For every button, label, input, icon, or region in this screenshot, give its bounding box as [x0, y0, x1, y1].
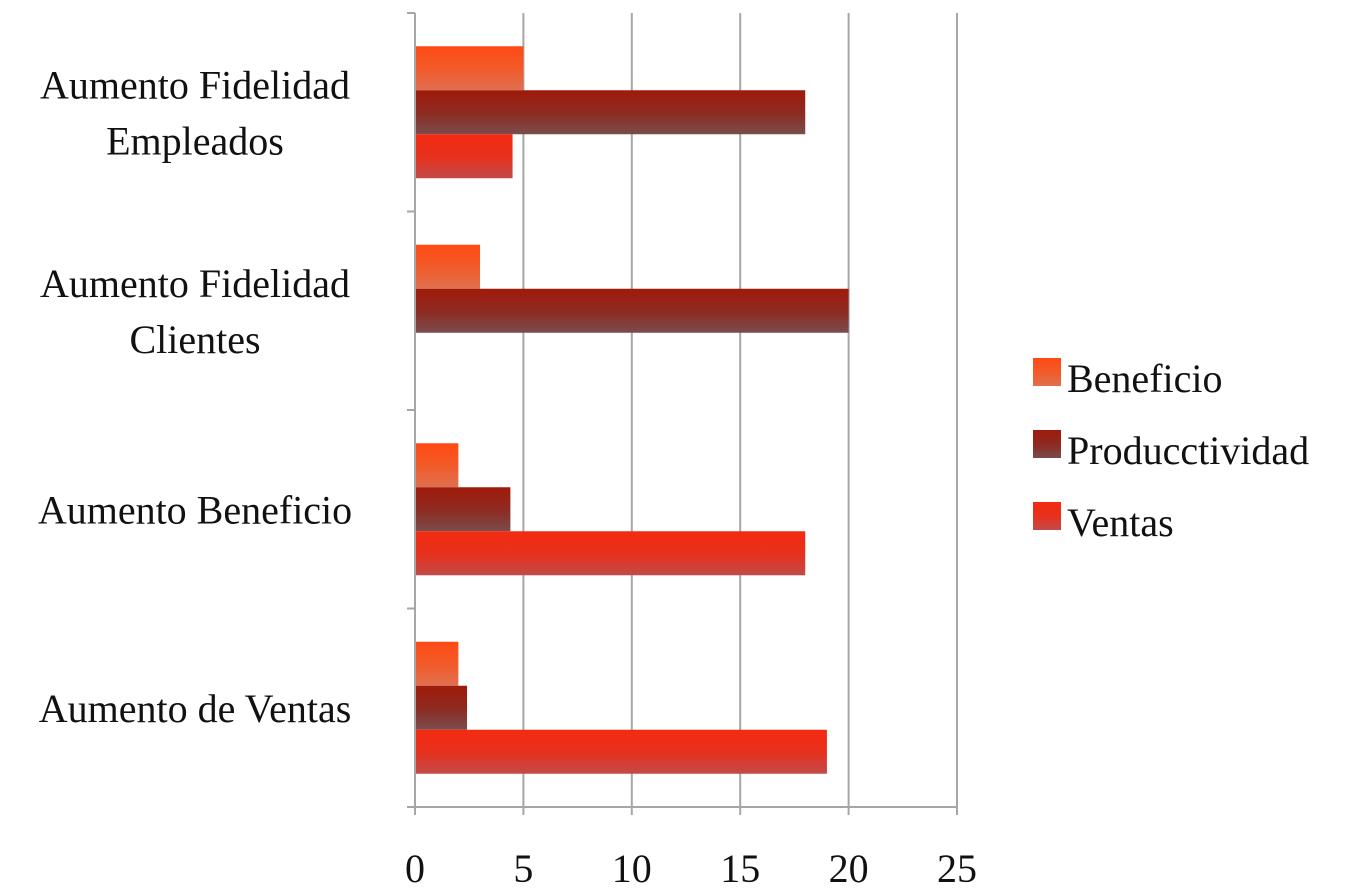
legend-swatch-beneficio	[1033, 358, 1061, 386]
legend: Beneficio Producctividad Ventas	[1033, 356, 1309, 545]
bar-ventas	[415, 729, 827, 774]
legend-label: Ventas	[1067, 500, 1174, 545]
bar-producctividad	[415, 685, 468, 730]
legend-swatch-ventas	[1033, 502, 1061, 530]
x-tick-label: 0	[405, 846, 425, 890]
category-label: Aumento Fidelidad	[40, 261, 350, 306]
x-tick-label: 10	[612, 846, 652, 890]
bar-beneficio	[415, 244, 481, 289]
legend-label: Beneficio	[1067, 356, 1223, 401]
legend-label: Producctividad	[1067, 428, 1309, 473]
x-tick-label: 15	[720, 846, 760, 890]
bar-ventas	[415, 134, 513, 179]
bars	[415, 46, 849, 774]
x-tick-label: 20	[829, 846, 869, 890]
axes	[407, 12, 958, 815]
category-label: Aumento Fidelidad	[40, 62, 350, 107]
gridlines	[522, 13, 958, 807]
category-label: Aumento Beneficio	[38, 487, 352, 532]
bar-producctividad	[415, 487, 511, 532]
bar-beneficio	[415, 443, 459, 488]
legend-swatch-producctividad	[1033, 430, 1061, 458]
category-label: Clientes	[129, 317, 260, 362]
bar-ventas	[415, 531, 806, 576]
bar-beneficio	[415, 641, 459, 686]
category-labels: Aumento de Ventas Aumento Beneficio Aument…	[38, 62, 352, 731]
category-label: Aumento de Ventas	[39, 686, 352, 731]
bar-producctividad	[415, 288, 849, 333]
bar-beneficio	[415, 46, 524, 91]
x-tick-label: 25	[937, 846, 977, 890]
category-label: Empleados	[106, 118, 284, 163]
x-tick-labels: 0 5 10 15 20 25	[405, 846, 977, 890]
bar-producctividad	[415, 90, 806, 135]
x-tick-label: 5	[513, 846, 533, 890]
